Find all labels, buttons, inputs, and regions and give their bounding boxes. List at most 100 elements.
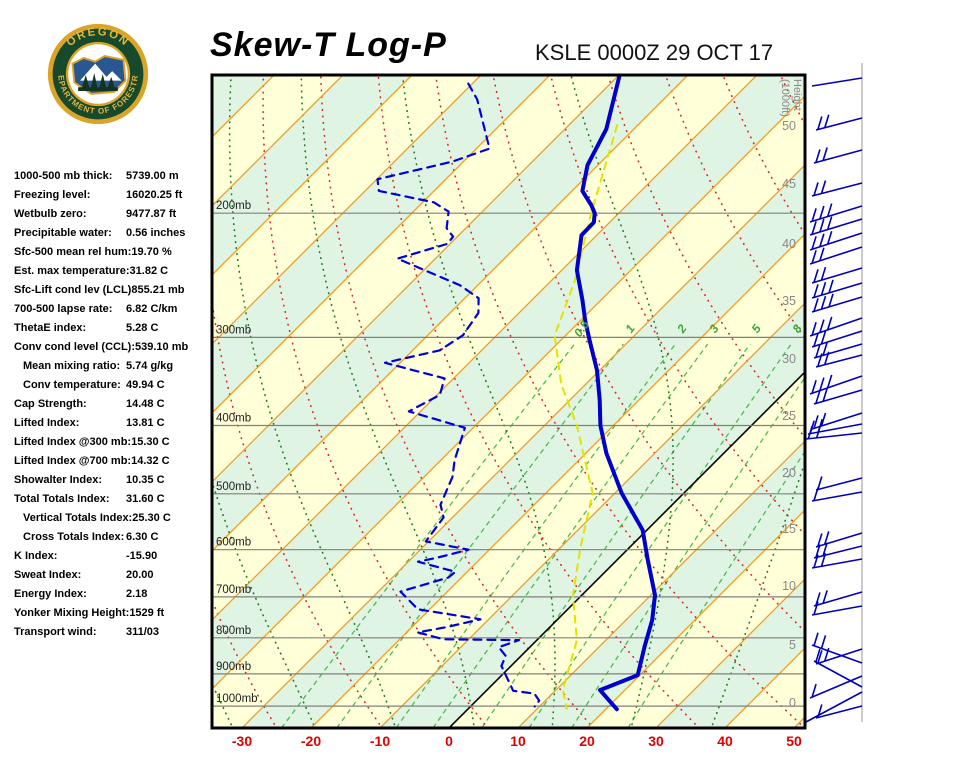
stat-value: 5.74 g/kg <box>126 360 174 372</box>
pressure-label: 800mb <box>216 625 251 637</box>
stat-row: Lifted Index @300 mb:15.30 C <box>14 433 210 452</box>
isotherm-line <box>213 76 412 275</box>
stat-value: 10.35 C <box>126 474 165 486</box>
stat-value: 0.56 inches <box>126 227 186 239</box>
dry-adiabat-line <box>262 76 486 725</box>
wind-barb <box>815 351 863 368</box>
wind-barb <box>809 246 863 265</box>
stat-label: Est. max temperature: <box>14 265 130 277</box>
stat-label: Cap Strength: <box>14 398 87 410</box>
wind-barb <box>811 180 863 197</box>
wind-barb <box>813 590 863 607</box>
mixing-ratio-line <box>336 343 624 727</box>
stat-row: Precipitable water: 0.56 inches <box>14 224 210 243</box>
stat-value: 31.82 C <box>129 265 169 277</box>
stat-label: 700-500 lapse rate: <box>14 303 113 315</box>
height-axis-subtitle: (1000ft) <box>779 79 791 117</box>
isotherm-line <box>794 717 804 727</box>
x-axis-tick-label: -10 <box>370 733 390 749</box>
stat-value: 25.30 C <box>132 512 171 524</box>
isotherm-line <box>656 579 804 727</box>
height-tick-label: 40 <box>782 237 796 251</box>
stat-value: -15.90 <box>126 550 158 562</box>
stat-value: 20.00 <box>126 569 154 581</box>
chart-border <box>210 73 807 730</box>
pressure-label: 200mb <box>216 200 251 212</box>
stat-row: Conv cond level (CCL):539.10 mb <box>14 338 210 357</box>
x-axis-tick-label: 40 <box>717 733 733 749</box>
stat-row: ThetaE index: 5.28 C <box>14 319 210 338</box>
stat-label: Conv cond level (CCL): <box>14 341 136 353</box>
wind-barb <box>811 77 863 87</box>
odf-logo: OREGON DEPARTMENT OF FORESTRY <box>46 22 149 125</box>
wind-barb <box>811 553 863 569</box>
pressure-label: 1000mb <box>216 693 258 705</box>
stat-row: Cross Totals Index: 6.30 C <box>14 528 210 547</box>
logo-emblem-scene <box>71 55 127 95</box>
wind-barb <box>815 476 863 491</box>
wind-barb <box>809 230 863 251</box>
stat-row: Yonker Mixing Height:1529 ft <box>14 604 210 623</box>
isotherm-line <box>213 76 550 413</box>
stat-row: Wetbulb zero: 9477.87 ft <box>14 205 210 224</box>
stat-label: Lifted Index: <box>14 417 80 429</box>
stat-value: 49.94 C <box>126 379 165 391</box>
stat-row: Showalter Index: 10.35 C <box>14 471 210 490</box>
stat-label: ThetaE index: <box>14 322 87 334</box>
stat-value: 5739.00 m <box>126 170 179 182</box>
wind-barb <box>811 279 863 299</box>
wind-barb <box>805 691 863 723</box>
isotherm-line <box>380 303 804 727</box>
stat-label: Transport wind: <box>14 626 97 638</box>
isotherm-line <box>213 96 804 689</box>
pressure-label: 300mb <box>216 324 251 336</box>
pressure-label: 600mb <box>216 537 251 549</box>
wind-barb <box>813 147 863 164</box>
stat-row: Freezing level: 16020.25 ft <box>14 186 210 205</box>
stat-value: 14.48 C <box>126 398 165 410</box>
wind-barb <box>811 330 863 348</box>
x-axis-tick-label: 50 <box>786 733 802 749</box>
stat-row: Est. max temperature:31.82 C <box>14 262 210 281</box>
isotherm-line <box>213 76 343 206</box>
stat-row: Transport wind: 311/03 <box>14 623 210 642</box>
stat-row: 700-500 lapse rate: 6.82 C/km <box>14 300 210 319</box>
stat-value: 6.30 C <box>126 531 159 543</box>
wind-barb <box>813 648 863 688</box>
stat-row: Lifted Index @700 mb:14.32 C <box>14 452 210 471</box>
wind-barb <box>809 216 863 236</box>
mixing-ratio-line <box>528 343 792 727</box>
mixing-ratio-line <box>571 377 804 727</box>
moist-adiabat-line <box>213 482 315 726</box>
stat-label: Showalter Index: <box>14 474 103 486</box>
stat-label: Lifted Index @700 mb: <box>14 455 132 467</box>
wind-barb <box>815 704 863 719</box>
stat-row: Energy Index: 2.18 <box>14 585 210 604</box>
height-tick-label: 20 <box>782 466 796 480</box>
stat-label: K Index: <box>14 550 58 562</box>
wind-barb <box>809 374 863 395</box>
stat-label: Yonker Mixing Height: <box>14 607 130 619</box>
isotherm-line <box>311 234 804 727</box>
isotherm-line <box>213 76 757 620</box>
sounding-stats-panel: 1000-500 mb thick: 5739.00 m Freezing leve… <box>14 167 210 642</box>
stat-row: Sfc-500 mean rel hum:19.70 % <box>14 243 210 262</box>
temperature-trace <box>574 76 657 712</box>
dewpoint-trace <box>376 82 541 708</box>
stat-label: Energy Index: <box>14 588 87 600</box>
height-tick-label: 15 <box>782 522 796 536</box>
stat-row: Conv temperature: 49.94 C <box>14 376 210 395</box>
x-axis-tick-label: 0 <box>445 733 453 749</box>
height-tick-label: 25 <box>782 409 796 423</box>
wind-barb <box>809 675 863 699</box>
dry-adiabat-line <box>930 36 960 724</box>
stat-row: Total Totals Index: 31.60 C <box>14 490 210 509</box>
stat-value: 539.10 mb <box>135 341 189 353</box>
x-axis-tick-label: -30 <box>232 733 252 749</box>
pressure-label: 900mb <box>216 661 251 673</box>
dry-adiabat-line <box>819 36 960 724</box>
height-tick-label: 30 <box>782 352 796 366</box>
height-tick-label: 35 <box>782 294 796 308</box>
pressure-label: 400mb <box>216 412 251 424</box>
stat-value: 16020.25 ft <box>126 189 183 201</box>
